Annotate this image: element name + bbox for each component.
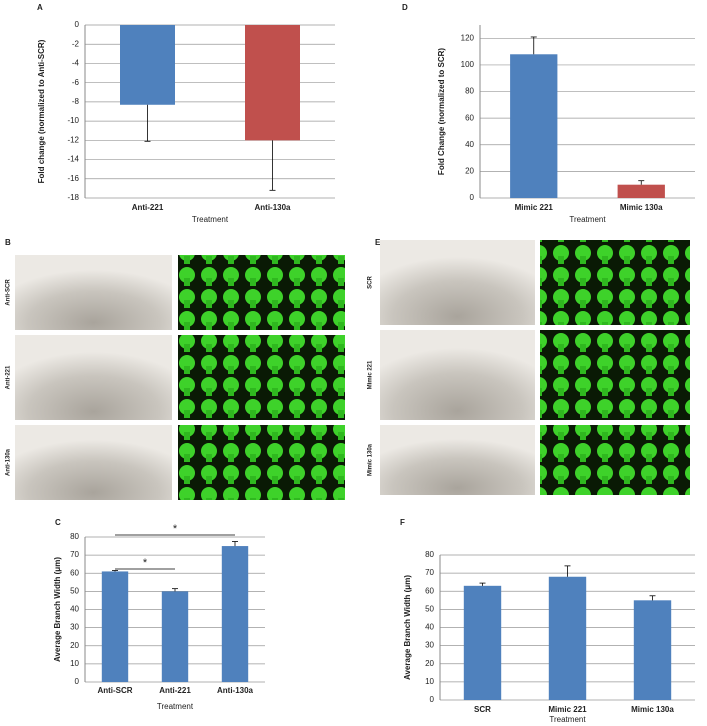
y-tick-label: 20 [425,659,434,668]
x-tick-label: SCR [474,705,491,714]
x-tick-label: Anti-130a [217,686,254,695]
x-tick-label: Mimic 221 [515,203,554,212]
panel-label: B [5,238,11,247]
y-tick-label: 100 [461,60,475,69]
bar [617,184,665,198]
y-tick-label: 0 [430,695,435,704]
fluorescence-image [178,255,345,330]
y-tick-label: 80 [465,87,474,96]
y-tick-label: 0 [470,193,475,202]
y-tick-label: -10 [67,116,79,125]
panel-label: E [375,238,381,247]
significance-mark: * [143,557,148,569]
x-tick-label: Anti-221 [132,203,164,212]
y-tick-label: 60 [70,568,79,577]
panel-label: A [37,3,43,12]
panel-label: D [402,3,408,12]
panel-label: F [400,518,405,527]
y-tick-label: 80 [70,532,79,541]
y-tick-label: 40 [465,140,474,149]
y-tick-label: 50 [425,604,434,613]
y-axis-title: Fold change (normalized to Anti-SCR) [37,39,46,183]
row-label: Anti-221 [6,365,12,389]
y-tick-label: 30 [425,641,434,650]
y-tick-label: 50 [70,586,79,595]
x-axis-title: Treatment [157,702,194,711]
bar [101,571,129,682]
x-tick-label: Mimic 130a [620,203,663,212]
y-tick-label: -16 [67,174,79,183]
bar [245,25,300,141]
y-tick-label: -18 [67,193,79,202]
x-tick-label: Anti-130a [254,203,291,212]
y-tick-label: 60 [425,586,434,595]
bar [633,600,672,700]
panel-label: C [55,518,61,527]
brightfield-image [15,425,172,500]
fluorescence-image [540,330,690,420]
bar [548,576,587,700]
y-tick-label: 60 [465,113,474,122]
y-tick-label: -8 [72,97,80,106]
y-tick-label: 10 [70,659,79,668]
y-tick-label: 40 [70,605,79,614]
y-tick-label: -14 [67,155,79,164]
bar [510,54,558,199]
fluorescence-image [540,425,690,495]
y-tick-label: 30 [70,623,79,632]
y-axis-title: Average Branch Width (μm) [53,557,62,662]
bar [463,585,502,700]
brightfield-image [380,330,535,420]
row-label: Anti-130a [6,448,12,476]
x-tick-label: Mimic 221 [548,705,587,714]
row-label: Mimic 130a [368,443,374,476]
y-tick-label: 80 [425,550,434,559]
row-label: SCR [368,276,374,289]
y-axis-title: Average Branch Width (μm) [403,575,412,680]
bar [120,25,175,105]
y-tick-label: 0 [75,677,80,686]
brightfield-image [380,240,535,325]
row-label: Mimic 221 [368,360,374,389]
y-tick-label: -12 [67,135,79,144]
brightfield-image [380,425,535,495]
y-tick-label: -6 [72,78,80,87]
y-tick-label: 20 [70,641,79,650]
row-label: Anti-SCR [6,279,12,306]
fluorescence-image [178,425,345,500]
x-tick-label: Mimic 130a [631,705,674,714]
x-tick-label: Anti-221 [159,686,191,695]
y-tick-label: 20 [465,166,474,175]
fluorescence-image [540,240,690,325]
x-axis-title: Treatment [569,215,606,224]
x-tick-label: Anti-SCR [97,686,132,695]
y-tick-label: 10 [425,677,434,686]
bar [221,546,249,682]
x-axis-title: Treatment [549,715,586,724]
y-tick-label: -2 [72,39,80,48]
y-tick-label: 70 [425,568,434,577]
y-tick-label: 40 [425,623,434,632]
brightfield-image [15,335,172,420]
fluorescence-image [178,335,345,420]
y-tick-label: 70 [70,550,79,559]
y-tick-label: -4 [72,59,80,68]
brightfield-image [15,255,172,330]
significance-mark: * [173,523,178,535]
x-axis-title: Treatment [192,215,229,224]
bar [161,591,189,682]
y-axis-title: Fold Change (normalized to SCR) [437,48,446,175]
y-tick-label: 0 [75,20,80,29]
y-tick-label: 120 [461,33,475,42]
